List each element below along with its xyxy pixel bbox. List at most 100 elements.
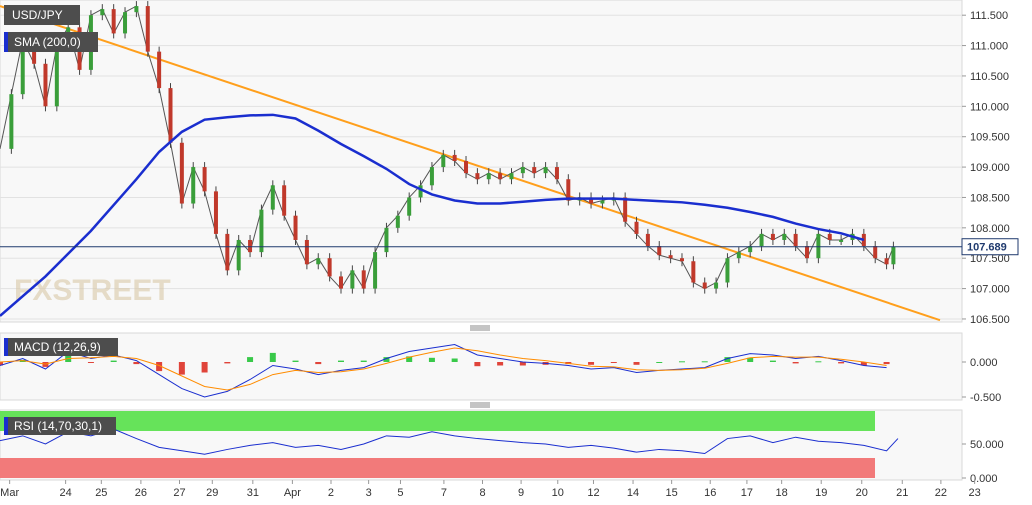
rsi-tick-label: 50.000 — [970, 439, 1004, 451]
candle-body — [736, 252, 741, 259]
candle-body — [179, 142, 184, 204]
macd-histogram-bar — [201, 362, 208, 373]
candle-body — [327, 258, 332, 277]
macd-histogram-bar — [292, 360, 299, 362]
time-tick-label: 19 — [815, 487, 827, 499]
current-price-label: 107.689 — [967, 242, 1007, 254]
rsi-badge-swatch — [4, 417, 8, 435]
price-tick-label: 109.000 — [970, 162, 1010, 174]
candle-body — [248, 239, 253, 253]
candle-body — [891, 246, 896, 265]
candle-body — [543, 167, 548, 174]
time-tick-label: 17 — [741, 487, 753, 499]
price-tick-label: 106.500 — [970, 314, 1010, 326]
macd-histogram-bar — [156, 362, 163, 372]
time-tick-label: 16 — [704, 487, 716, 499]
macd-histogram-bar — [0, 362, 3, 366]
time-tick-label: 2 — [328, 487, 334, 499]
macd-panel — [0, 332, 963, 401]
rsi-tick-label: 0.000 — [970, 473, 998, 485]
price-tick-label: 107.500 — [970, 253, 1010, 265]
candle-body — [123, 12, 128, 34]
candle-body — [373, 252, 378, 289]
symbol-badge: USD/JPY — [12, 8, 63, 22]
macd-histogram-bar — [815, 361, 822, 363]
candle-body — [157, 51, 162, 89]
candle-body — [350, 270, 355, 289]
rsi-badge: RSI (14,70,30,1) — [14, 419, 102, 433]
candle-body — [293, 215, 298, 240]
time-tick-label: 18 — [776, 487, 788, 499]
candle-body — [702, 282, 707, 289]
time-tick-label: 5 — [397, 487, 403, 499]
candle-body — [452, 154, 457, 161]
macd-histogram-bar — [383, 357, 390, 362]
candle-body — [145, 6, 150, 52]
macd-histogram-bar — [269, 352, 276, 362]
candle-body — [509, 173, 514, 180]
macd-histogram-bar — [497, 362, 504, 366]
rsi-overbought-zone — [0, 411, 875, 431]
macd-badge: MACD (12,26,9) — [14, 340, 101, 354]
candle-body — [873, 246, 878, 259]
candle-body — [361, 270, 366, 289]
panel-splitter-handle[interactable] — [470, 325, 490, 331]
candle-body — [429, 167, 434, 186]
macd-histogram-bar — [883, 362, 890, 365]
time-tick-label: 14 — [627, 487, 639, 499]
price-tick-label: 110.000 — [970, 101, 1009, 113]
candle-body — [827, 233, 832, 240]
macd-histogram-bar — [792, 362, 799, 364]
candle-body — [770, 233, 775, 240]
candle-body — [520, 167, 525, 174]
candle-body — [441, 154, 446, 168]
macd-line — [0, 343, 887, 398]
candle-body — [884, 258, 889, 265]
candle-body — [600, 200, 605, 204]
time-tick-label: 23 — [969, 487, 981, 499]
candle-body — [839, 239, 844, 242]
candle-body — [191, 167, 196, 204]
macd-histogram-bar — [678, 361, 685, 363]
candle-body — [475, 173, 480, 180]
candle-body — [816, 233, 821, 259]
macd-histogram-bar — [315, 362, 322, 365]
candle-body — [498, 173, 503, 180]
candle-body — [725, 258, 730, 283]
macd-histogram-bar — [133, 362, 140, 365]
macd-histogram-bar — [701, 361, 708, 363]
candle-body — [714, 282, 719, 289]
macd-histogram-bar — [428, 357, 435, 362]
candle-body — [384, 227, 389, 253]
candle-body — [100, 9, 105, 16]
time-axis: Mar 24 25 26 27 29 31 Apr 2 3 5 7 8 9 10 12 14 15 16 17 18 19… — [0, 480, 981, 499]
time-tick-label: 25 — [95, 487, 107, 499]
macd-histogram-bar — [747, 357, 754, 362]
candle-body — [748, 246, 753, 253]
price-axis: 111.500 111.000 110.500 110.000 109.500 109.0… — [962, 10, 1010, 326]
macd-tick-label: -0.500 — [970, 392, 1001, 404]
time-tick-label: 21 — [896, 487, 908, 499]
sma-badge-bg — [4, 32, 98, 52]
macd-histogram-bar — [247, 357, 254, 362]
candle-body — [645, 233, 650, 247]
candle-body — [805, 246, 810, 259]
price-grid — [0, 14, 962, 320]
current-price-badge — [961, 238, 1019, 256]
time-tick-label: Apr — [284, 487, 301, 499]
price-tick-label: 109.500 — [970, 132, 1010, 144]
time-tick-label: 7 — [441, 487, 447, 499]
price-tick-label: 110.500 — [970, 71, 1009, 83]
macd-histogram-bar — [769, 360, 776, 362]
candle-body — [566, 179, 571, 201]
rsi-oversold-zone — [0, 458, 875, 478]
macd-badge-swatch — [4, 338, 8, 356]
candle-body — [679, 258, 684, 262]
sma-badge-swatch — [4, 32, 8, 52]
candle-body — [9, 94, 14, 149]
candle-body — [213, 191, 218, 234]
panel-splitter-handle-2[interactable] — [470, 402, 490, 408]
candle-body — [668, 255, 673, 259]
candle-body — [623, 197, 628, 222]
time-tick-label: Mar — [0, 487, 19, 499]
